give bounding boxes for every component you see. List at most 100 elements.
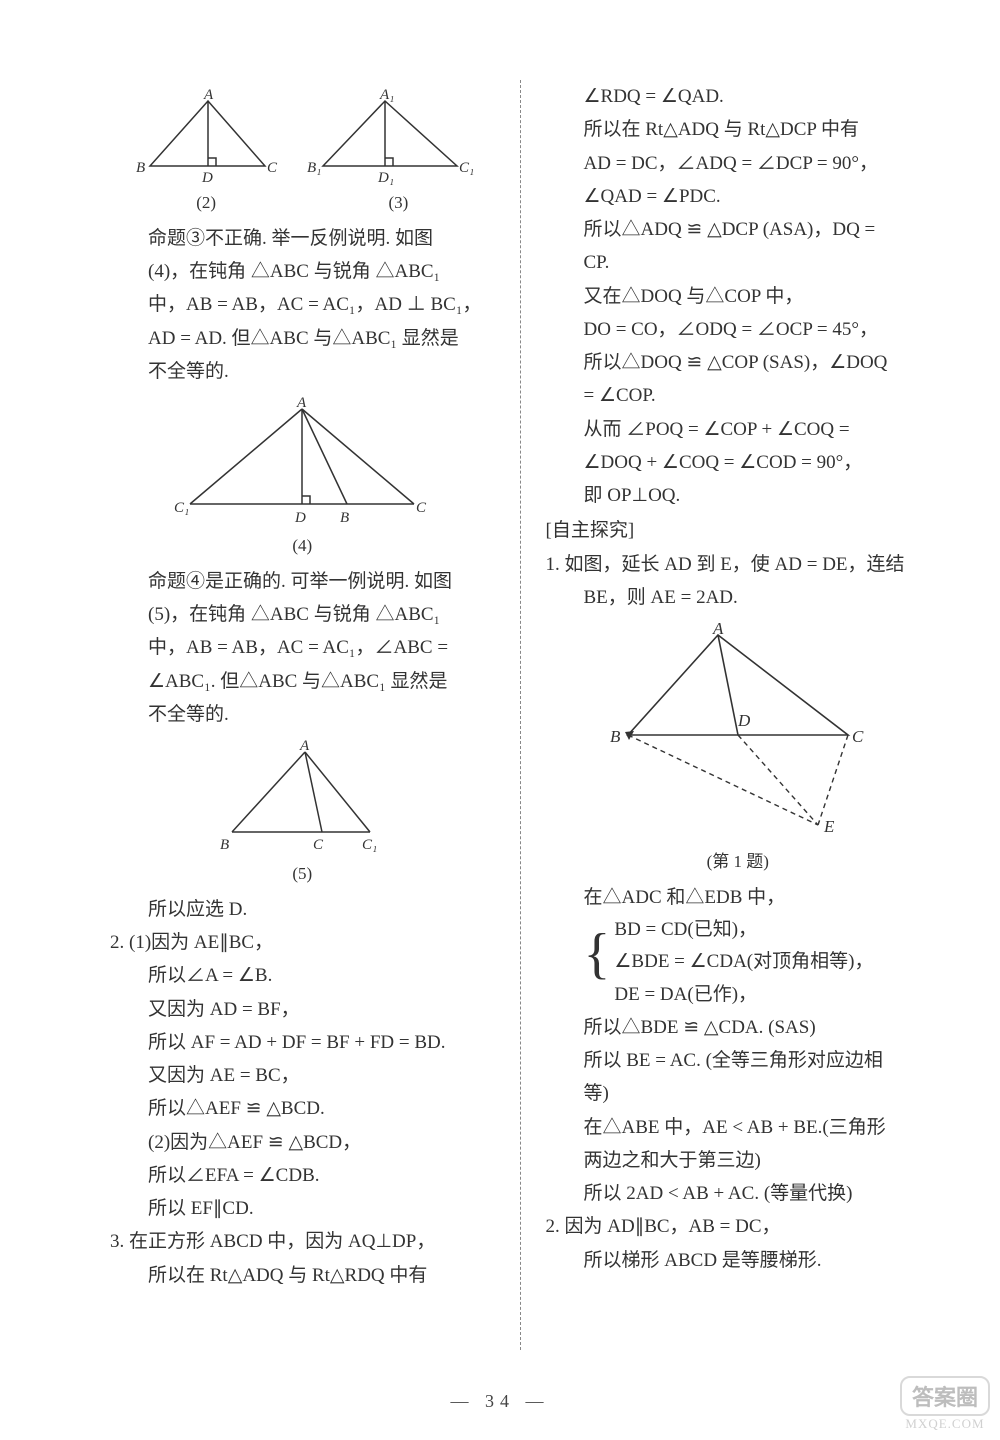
q2-number: 2. — [110, 932, 124, 953]
left-line: 所以应选 D. — [110, 893, 495, 926]
fig2-label-A: A — [203, 87, 214, 103]
left-line: 中，AB = AB，AC = AC₁，∠ABC = — [110, 631, 495, 664]
fig4-label-A: A — [296, 395, 307, 411]
column-left: A B C D A₁ B₁ C₁ — [110, 80, 495, 1350]
right-line: 所以△DOQ ≌ △COP (SAS)，∠DOQ — [546, 346, 931, 379]
q3-number: 3. — [110, 1231, 124, 1252]
q3-line: 3. 在正方形 ABCD 中，因为 AQ⊥DP， — [110, 1225, 495, 1258]
rq1-line: BE，则 AE = 2AD. — [546, 581, 931, 614]
fig3-label-D: D₁ — [377, 170, 394, 186]
rq1-number: 1. — [546, 554, 560, 575]
fig5-label-A: A — [299, 738, 310, 754]
column-divider — [520, 80, 521, 1350]
column-right: ∠RDQ = ∠QAD. 所以在 Rt△ADQ 与 Rt△DCP 中有 AD =… — [546, 80, 931, 1350]
rq2-line: 所以梯形 ABCD 是等腰梯形. — [546, 1244, 931, 1277]
q2-line: 又因为 AE = BC， — [110, 1059, 495, 1092]
right-line: 所以△ADQ ≌ △DCP (ASA)，DQ = — [546, 213, 931, 246]
q2-line: 又因为 AD = BF， — [110, 993, 495, 1026]
q2-text: (1)因为 AE∥BC， — [129, 932, 273, 953]
fq1-label-B: B — [610, 727, 621, 746]
fig4-label-B: B — [340, 510, 349, 526]
left-line: 不全等的. — [110, 355, 495, 388]
fq1-label-A: A — [712, 620, 724, 638]
figure-q1-row: A B C D E — [546, 620, 931, 845]
rq1-line: 所以△BDE ≌ △CDA. (SAS) — [546, 1011, 931, 1044]
right-line: ∠DOQ + ∠COQ = ∠COD = 90°， — [546, 446, 931, 479]
figure-4-row: A C₁ D B C — [110, 394, 495, 529]
right-line: 所以在 Rt△ADQ 与 Rt△DCP 中有 — [546, 113, 931, 146]
left-line: 中，AB = AB，AC = AC₁，AD ⊥ BC₁， — [110, 288, 495, 321]
fq1-label-D: D — [737, 711, 751, 730]
right-line: AD = DC，∠ADQ = ∠DCP = 90°， — [546, 147, 931, 180]
right-line: = ∠COP. — [546, 379, 931, 412]
fig2-label-D: D — [201, 170, 213, 186]
right-line: 即 OP⊥OQ. — [546, 479, 931, 512]
q2-line: 所以△AEF ≌ △BCD. — [110, 1092, 495, 1125]
figure-caps-2-3: (2) (3) — [110, 188, 495, 218]
right-line: ∠RDQ = ∠QAD. — [546, 80, 931, 113]
right-line: 从而 ∠POQ = ∠COP + ∠COQ = — [546, 413, 931, 446]
left-brace-icon: { — [584, 926, 611, 1011]
figure-3: A₁ B₁ C₁ D₁ — [305, 86, 475, 186]
brace-line: ∠BDE = ∠CDA(对顶角相等)， — [614, 946, 873, 978]
fig4-label-C1: C₁ — [174, 500, 189, 516]
fig5-label-C: C — [313, 837, 324, 853]
rq2-line: 2. 因为 AD∥BC，AB = DC， — [546, 1210, 931, 1243]
left-line: 命题④是正确的. 可举一例说明. 如图 — [110, 565, 495, 598]
right-line: ∠QAD = ∠PDC. — [546, 180, 931, 213]
fig5-label-B: B — [220, 837, 229, 853]
fig4-cap: (4) — [110, 531, 495, 561]
figure-2: A B C D — [130, 86, 285, 186]
fq1-label-E: E — [823, 817, 835, 836]
rq1-text: 如图，延长 AD 到 E，使 AD = DE，连结 — [565, 554, 905, 575]
fig4-label-C: C — [416, 500, 427, 516]
brace-group: { BD = CD(已知)， ∠BDE = ∠CDA(对顶角相等)， DE = … — [584, 914, 931, 1011]
right-line: DO = CO，∠ODQ = ∠OCP = 45°， — [546, 313, 931, 346]
rq1-line: 1. 如图，延长 AD 到 E，使 AD = DE，连结 — [546, 548, 931, 581]
rq1-line: 在△ABE 中，AE < AB + BE.(三角形 — [546, 1111, 931, 1144]
figure-5-row: A B C C₁ — [110, 737, 495, 857]
left-line: (4)，在钝角 △ABC 与锐角 △ABC₁ — [110, 255, 495, 288]
fig2-label-C: C — [267, 160, 278, 176]
q2-line: (2)因为△AEF ≌ △BCD， — [110, 1126, 495, 1159]
figure-4: A C₁ D B C — [172, 394, 432, 529]
fq1-cap: (第 1 题) — [546, 847, 931, 877]
watermark-top: 答案圈 — [900, 1376, 990, 1416]
q3-line: 所以在 Rt△ADQ 与 Rt△RDQ 中有 — [110, 1259, 495, 1292]
figure-q1: A B C D E — [598, 620, 878, 845]
brace-line: DE = DA(已作)， — [614, 979, 873, 1011]
figure-5: A B C C₁ — [210, 737, 395, 857]
figure-row-2-3: A B C D A₁ B₁ C₁ — [110, 86, 495, 186]
brace-line: BD = CD(已知)， — [614, 914, 873, 946]
rq1-line: 所以 2AD < AB + AC. (等量代换) — [546, 1177, 931, 1210]
rq1-line: 在△ADC 和△EDB 中， — [546, 881, 931, 914]
watermark: 答案圈 MXQE.COM — [900, 1376, 990, 1432]
fig2-label-B: B — [136, 160, 145, 176]
q3-text: 在正方形 ABCD 中，因为 AQ⊥DP， — [129, 1231, 435, 1252]
rq2-text: 因为 AD∥BC，AB = DC， — [565, 1216, 781, 1237]
left-line: 不全等的. — [110, 698, 495, 731]
fig3-label-A: A₁ — [379, 87, 394, 103]
fq1-label-C: C — [852, 727, 864, 746]
fig5-label-C1: C₁ — [362, 837, 377, 853]
right-line: CP. — [546, 246, 931, 279]
q2-line: 所以∠A = ∠B. — [110, 959, 495, 992]
rq1-line: 两边之和大于第三边) — [546, 1144, 931, 1177]
left-line: 命题③不正确. 举一反例说明. 如图 — [110, 222, 495, 255]
rq1-line: 等) — [546, 1077, 931, 1110]
left-line: (5)，在钝角 △ABC 与锐角 △ABC₁ — [110, 598, 495, 631]
left-line: ∠ABC₁. 但△ABC 与△ABC₁ 显然是 — [110, 665, 495, 698]
q2-line: 所以∠EFA = ∠CDB. — [110, 1159, 495, 1192]
fig2-cap: (2) — [196, 188, 216, 218]
q2-line: 2. (1)因为 AE∥BC， — [110, 926, 495, 959]
fig3-cap: (3) — [388, 188, 408, 218]
section-header: [自主探究] — [546, 514, 931, 547]
fig3-label-B: B₁ — [307, 160, 321, 176]
left-line: AD = AD. 但△ABC 与△ABC₁ 显然是 — [110, 322, 495, 355]
q2-line: 所以 EF∥CD. — [110, 1192, 495, 1225]
fig4-label-D: D — [294, 510, 306, 526]
page-number: — 34 — — [0, 1391, 1000, 1412]
rq2-number: 2. — [546, 1216, 560, 1237]
fig3-label-C: C₁ — [459, 160, 474, 176]
right-line: 又在△DOQ 与△COP 中， — [546, 280, 931, 313]
